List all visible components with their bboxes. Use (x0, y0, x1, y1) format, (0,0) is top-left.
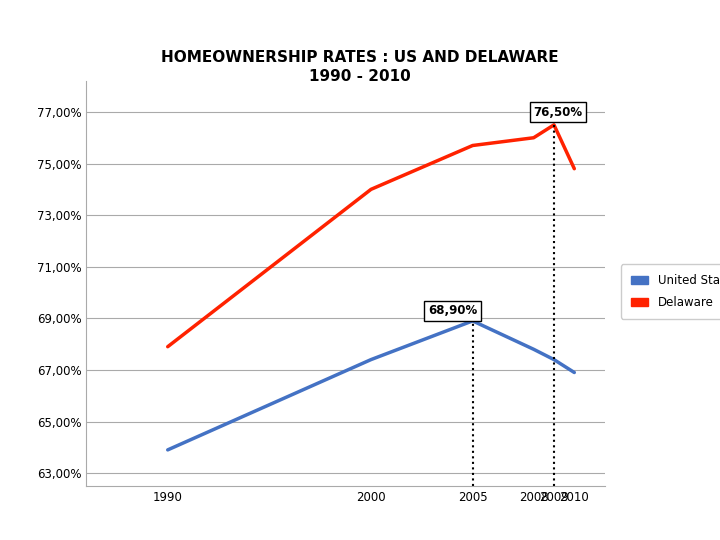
United States (163, 447, 172, 453)
Legend: United States, Delaware: United States, Delaware (621, 265, 720, 319)
Text: 76,50%: 76,50% (534, 106, 582, 119)
Delaware (570, 165, 579, 172)
Delaware (549, 122, 558, 128)
United States (366, 356, 375, 363)
Line: United States: United States (168, 321, 575, 450)
Delaware (163, 343, 172, 350)
Delaware (366, 186, 375, 193)
United States (529, 346, 538, 353)
Text: HOMEOWNERSHIP RATES : US AND DELAWARE: HOMEOWNERSHIP RATES : US AND DELAWARE (161, 50, 559, 65)
Delaware (529, 134, 538, 141)
Line: Delaware: Delaware (168, 125, 575, 347)
United States (468, 318, 477, 324)
Text: 68,90%: 68,90% (428, 305, 477, 318)
United States (549, 356, 558, 363)
Text: 1990 - 2010: 1990 - 2010 (309, 69, 411, 84)
Delaware (468, 142, 477, 149)
United States (570, 369, 579, 376)
